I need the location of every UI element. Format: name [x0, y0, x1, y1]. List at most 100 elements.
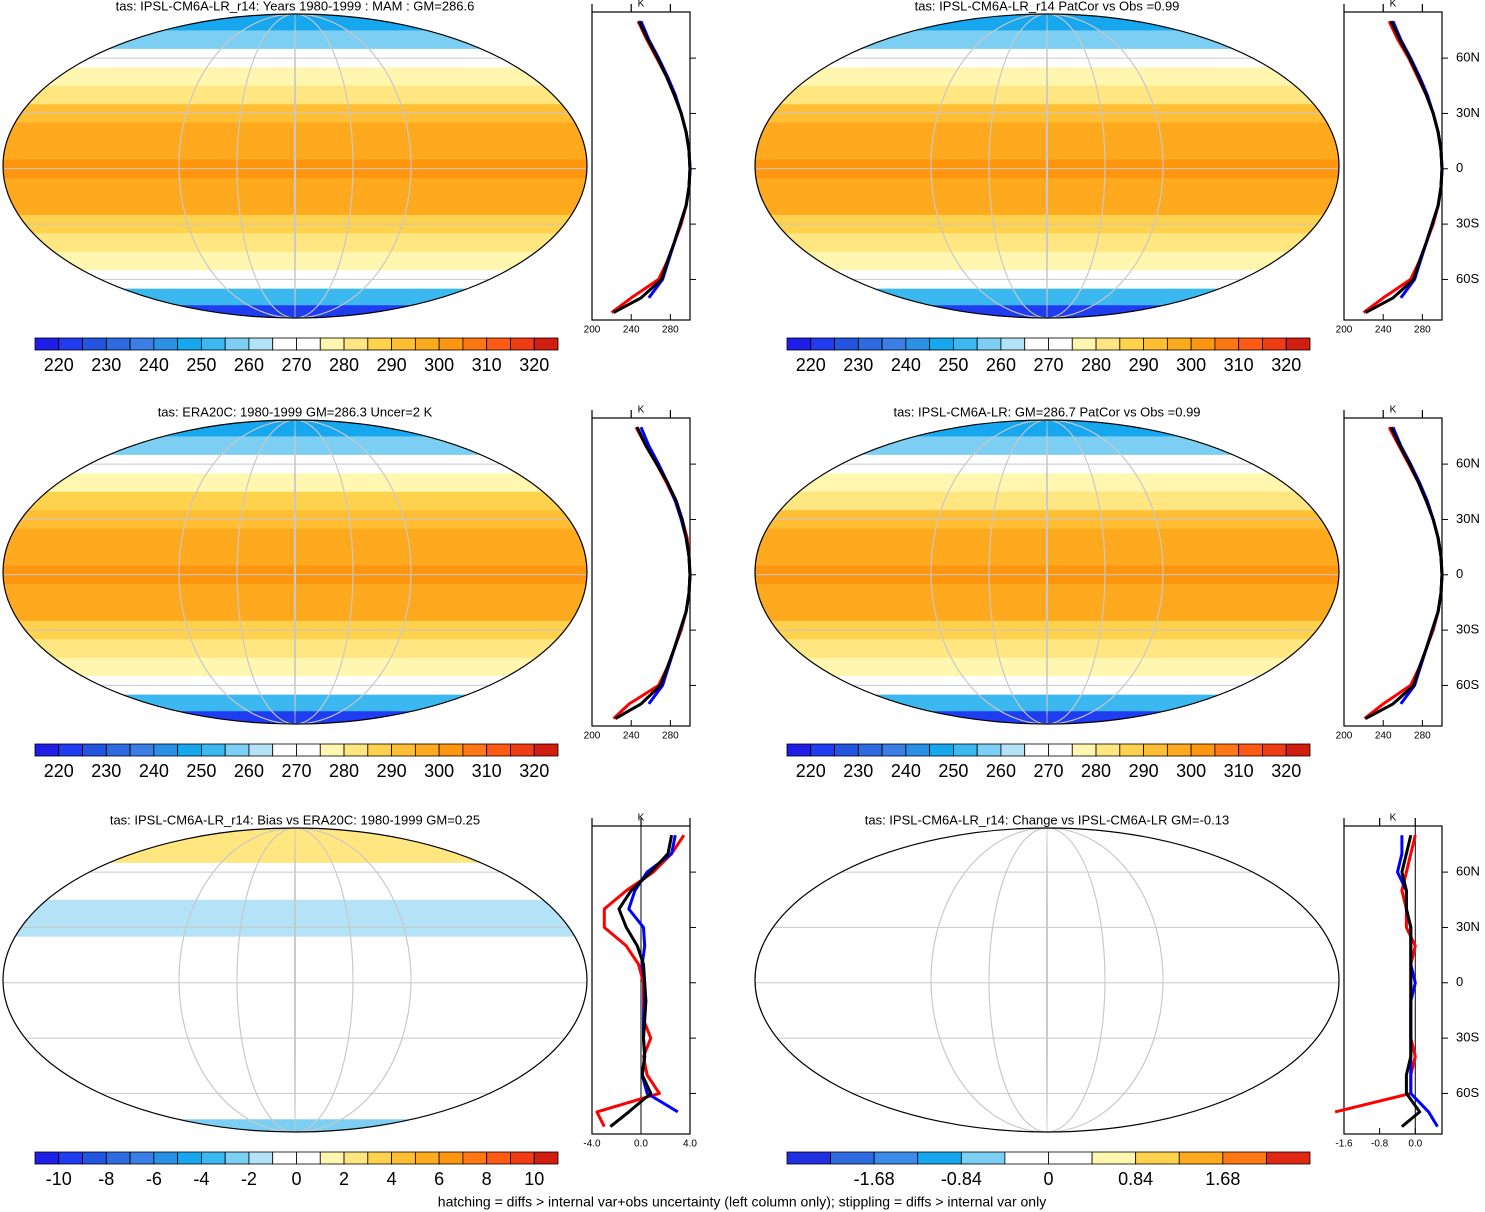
colorbar-box	[905, 337, 931, 351]
colorbar-box	[319, 337, 345, 351]
colorbar-box	[1285, 337, 1311, 351]
colorbar-box	[1048, 337, 1073, 351]
colorbar-label: 220	[44, 355, 74, 375]
colorbar-box	[960, 1151, 1006, 1165]
colorbar-label: 220	[796, 355, 826, 375]
colorbar-box	[1178, 1151, 1224, 1165]
colorbar-box	[976, 743, 1002, 757]
meridian	[930, 14, 1164, 318]
map-title: tas: IPSL-CM6A-LR_r14 PatCor vs Obs =0.9…	[915, 0, 1180, 13]
colorbar-label: 300	[424, 355, 454, 375]
y-tick-label: 30N	[1456, 919, 1480, 934]
colorbar-label: 240	[891, 761, 921, 781]
colorbar-box	[319, 743, 345, 757]
colorbar-box	[367, 1151, 392, 1165]
colorbar-label: 270	[1033, 355, 1063, 375]
map-title: tas: IPSL-CM6A-LR_r14: Change vs IPSL-CM…	[865, 812, 1230, 827]
colorbar-box	[953, 743, 978, 757]
map-border	[754, 419, 1340, 725]
colorbar-box	[810, 337, 835, 351]
meridian	[1046, 14, 1048, 318]
colorbar-box	[486, 1151, 511, 1165]
x-axis-label: K	[1390, 813, 1397, 824]
colorbar-label: -1.68	[854, 1169, 895, 1189]
colorbar-label: 230	[843, 355, 873, 375]
colorbar-box	[1095, 337, 1121, 351]
colorbar-label: 230	[91, 355, 121, 375]
y-tick-label: 30S	[1456, 216, 1479, 231]
map-border	[2, 419, 588, 725]
colorbar-label: -4	[193, 1169, 209, 1189]
colorbar-label: 300	[1176, 355, 1206, 375]
colorbar-box	[105, 1151, 131, 1165]
colorbar-label: 2	[339, 1169, 349, 1189]
colorbar-box	[391, 337, 416, 351]
map-title: tas: ERA20C: 1980-1999 GM=286.3 Uncer=2 …	[158, 404, 433, 419]
x-tick-label: -0.8	[1371, 1139, 1389, 1150]
x-tick-label: 200	[1336, 325, 1353, 336]
colorbar-box	[248, 743, 274, 757]
colorbar-box	[1143, 337, 1168, 351]
colorbar-label: -10	[46, 1169, 72, 1189]
profile-line	[639, 426, 692, 705]
colorbar-box	[917, 1151, 962, 1165]
y-tick-label: 0	[1456, 974, 1463, 989]
map-title: tas: IPSL-CM6A-LR: GM=286.7 PatCor vs Ob…	[893, 404, 1200, 419]
meridian	[294, 420, 296, 724]
colorbar-box	[881, 337, 907, 351]
colorbar-box	[1190, 743, 1216, 757]
profile-line	[595, 834, 686, 1128]
profile-frame	[591, 417, 691, 727]
colorbar-label: 250	[938, 761, 968, 781]
colorbar-box	[1071, 337, 1097, 351]
colorbar-box	[438, 743, 464, 757]
meridian	[294, 828, 296, 1132]
colorbar-box	[272, 337, 297, 351]
colorbar-box	[414, 1151, 440, 1165]
colorbar-label: 310	[1224, 355, 1254, 375]
meridian	[236, 14, 354, 318]
colorbar-box	[881, 743, 907, 757]
colorbar-box	[533, 337, 559, 351]
x-tick-label: 200	[584, 731, 601, 742]
colorbar-box	[1135, 1151, 1180, 1165]
colorbar-label: 300	[424, 761, 454, 781]
colorbar-label: 270	[1033, 761, 1063, 781]
colorbar-box	[58, 1151, 83, 1165]
colorbar-label: -0.84	[941, 1169, 982, 1189]
x-tick-label: 200	[1336, 731, 1353, 742]
colorbar-box	[153, 743, 179, 757]
x-tick-label: 240	[623, 731, 640, 742]
profile-line	[1363, 426, 1444, 720]
colorbar-box	[1143, 743, 1168, 757]
colorbar-label: 250	[186, 355, 216, 375]
colorbar-label: 230	[843, 761, 873, 781]
colorbar-box	[1190, 337, 1216, 351]
colorbar-box	[343, 337, 369, 351]
colorbar-label: 280	[1081, 355, 1111, 375]
colorbar-box	[830, 1151, 875, 1165]
colorbar-box	[905, 743, 931, 757]
colorbar-box	[58, 743, 83, 757]
meridian	[988, 828, 1106, 1132]
colorbar-box	[129, 743, 155, 757]
colorbar-label: 280	[1081, 761, 1111, 781]
colorbar-box	[929, 337, 954, 351]
colorbar-label: 290	[1129, 355, 1159, 375]
y-tick-label: 0	[1456, 566, 1463, 581]
x-tick-label: 240	[1375, 325, 1392, 336]
y-tick-label: 60S	[1456, 1085, 1479, 1100]
colorbar-box	[1048, 1151, 1093, 1165]
colorbar-label: 0	[291, 1169, 301, 1189]
colorbar-box	[248, 337, 274, 351]
meridian	[988, 420, 1106, 724]
map-border	[754, 13, 1340, 319]
meridian	[236, 828, 354, 1132]
y-tick-label: 60N	[1456, 864, 1480, 879]
map-field	[3, 14, 587, 318]
colorbar-label: 260	[234, 761, 264, 781]
profile-line	[612, 20, 692, 314]
y-tick-label: 60N	[1456, 50, 1480, 65]
y-tick-label: 30S	[1456, 622, 1479, 637]
colorbar-box	[105, 743, 131, 757]
